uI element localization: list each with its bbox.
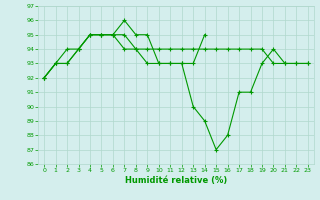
X-axis label: Humidité relative (%): Humidité relative (%) xyxy=(125,176,227,185)
